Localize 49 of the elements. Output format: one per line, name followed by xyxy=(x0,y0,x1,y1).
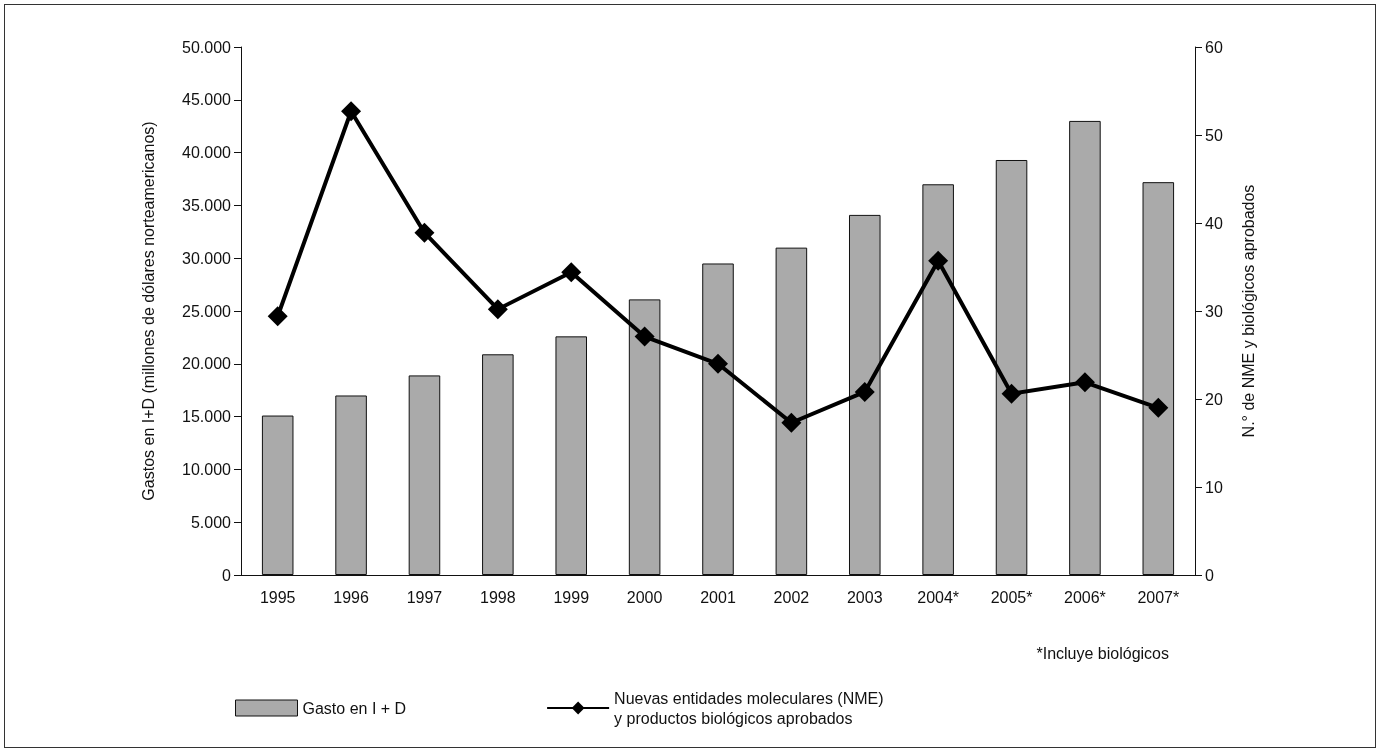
y-tick-label: 5.000 xyxy=(190,513,232,531)
point xyxy=(267,306,288,327)
x-tick-label: 1999 xyxy=(553,588,590,606)
x-tick-label: 1996 xyxy=(333,588,369,606)
x-tick-label: 2001 xyxy=(700,588,736,606)
y-tick-label: 25.000 xyxy=(182,302,232,320)
y2-tick-label: 30 xyxy=(1205,302,1223,320)
y-tick-label: 0 xyxy=(222,566,232,584)
point xyxy=(1001,383,1022,404)
x-tick-label: 2000 xyxy=(626,588,663,606)
point xyxy=(634,326,655,347)
point xyxy=(708,353,728,374)
y-tick-label: 10.000 xyxy=(182,460,232,478)
x-tick-label: 1998 xyxy=(480,588,516,606)
y-tick-label: 50.000 xyxy=(182,38,232,56)
x-tick-label: 1995 xyxy=(259,588,296,606)
y-tick-label: 30.000 xyxy=(182,249,232,267)
point xyxy=(1074,372,1095,393)
x-tick-label: 2003 xyxy=(846,588,883,606)
y-tick-label: 45.000 xyxy=(182,91,232,109)
legend-label: Nuevas entidades moleculares (NME) y productos biológicos aprobados xyxy=(614,689,884,727)
y-tick-label: 35.000 xyxy=(182,196,232,214)
point xyxy=(928,250,949,271)
y-tick-label: 40.000 xyxy=(182,144,232,162)
y2-tick-label: 10 xyxy=(1205,478,1223,496)
y2-tick-label: 20 xyxy=(1205,390,1223,408)
y2-tick-label: 60 xyxy=(1205,38,1223,56)
point xyxy=(561,262,582,283)
y-axis-title: Gastos en I+D (millones de dólares norteamericanos) xyxy=(139,121,157,501)
x-tick-label: 2004* xyxy=(917,588,960,606)
y2-tick-label: 50 xyxy=(1205,126,1223,144)
x-tick-label: 2007* xyxy=(1137,588,1180,606)
y-tick-label: 15.000 xyxy=(182,408,232,426)
x-tick-label: 2006* xyxy=(1064,588,1106,606)
point xyxy=(781,412,802,433)
legend-label: Gasto en I + D xyxy=(302,699,407,717)
point xyxy=(1148,397,1169,418)
x-tick-label: 2005* xyxy=(990,588,1033,606)
text: *Incluye biológicos xyxy=(1036,644,1170,662)
point xyxy=(487,299,508,320)
y2-axis-title: N.° de NME y biológicos aprobados xyxy=(1239,184,1257,438)
y-tick-label: 20.000 xyxy=(182,355,232,373)
y2-tick-label: 40 xyxy=(1205,214,1223,232)
y2-tick-label: 0 xyxy=(1205,566,1214,584)
x-tick-label: 2002 xyxy=(773,588,810,606)
x-tick-label: 1997 xyxy=(406,588,443,606)
point xyxy=(854,381,875,402)
point xyxy=(414,222,435,243)
point xyxy=(341,101,362,122)
